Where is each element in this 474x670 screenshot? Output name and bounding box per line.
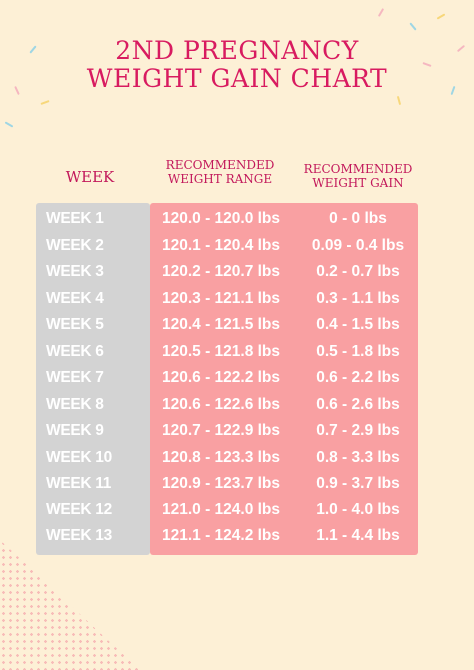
header-weight-range: RECOMMENDED WEIGHT RANGE (150, 158, 290, 186)
weight-range-cell: 120.3 - 121.1 lbs (161, 290, 281, 307)
header-weight-gain: RECOMMENDED WEIGHT GAIN (292, 162, 424, 190)
week-cell: WEEK 1 (46, 210, 104, 227)
confetti-piece (40, 100, 50, 105)
week-cell: WEEK 9 (46, 422, 104, 439)
page-title-line1: 2ND PREGNANCY (115, 36, 359, 65)
header-weight-gain-line1: RECOMMENDED (303, 162, 413, 176)
weight-gain-cell: 0 - 0 lbs (329, 210, 387, 227)
weight-gain-cell: 0.2 - 0.7 lbs (316, 263, 400, 280)
week-cell: WEEK 12 (46, 501, 112, 518)
weight-range-cell: 120.0 - 120.0 lbs (161, 210, 281, 227)
confetti-piece (409, 22, 417, 31)
header-weight-range-line1: RECOMMENDED (165, 158, 275, 172)
header-weight-gain-line2: WEIGHT GAIN (312, 176, 404, 190)
week-cell: WEEK 2 (46, 237, 104, 254)
weight-range-cell: 120.4 - 121.5 lbs (161, 316, 281, 333)
weight-range-cell: 120.7 - 122.9 lbs (161, 422, 281, 439)
weight-gain-cell: 0.3 - 1.1 lbs (316, 290, 400, 307)
week-cell: WEEK 11 (46, 475, 112, 492)
weight-range-cell: 121.1 - 124.2 lbs (161, 527, 281, 544)
week-cell: WEEK 10 (46, 449, 112, 466)
week-cell: WEEK 13 (46, 527, 112, 544)
weight-gain-cell: 1.0 - 4.0 lbs (316, 501, 400, 518)
weight-range-cell: 120.2 - 120.7 lbs (161, 263, 281, 280)
week-cell: WEEK 5 (46, 316, 104, 333)
page-title-line2: WEIGHT GAIN CHART (86, 64, 388, 93)
week-cell: WEEK 8 (46, 396, 104, 413)
header-weight-range-line2: WEIGHT RANGE (167, 172, 273, 186)
weight-gain-cell: 0.6 - 2.6 lbs (316, 396, 400, 413)
week-column-background (36, 203, 150, 555)
weight-range-cell: 120.9 - 123.7 lbs (161, 475, 281, 492)
weight-gain-cell: 0.9 - 3.7 lbs (316, 475, 400, 492)
weight-gain-cell: 0.7 - 2.9 lbs (316, 422, 400, 439)
weight-range-cell: 120.6 - 122.2 lbs (161, 369, 281, 386)
week-cell: WEEK 7 (46, 369, 104, 386)
confetti-piece (396, 95, 402, 106)
week-cell: WEEK 3 (46, 263, 104, 280)
weight-range-cell: 120.8 - 123.3 lbs (161, 449, 281, 466)
weight-gain-cell: 1.1 - 4.4 lbs (316, 527, 400, 544)
weight-range-cell: 120.6 - 122.6 lbs (161, 396, 281, 413)
weight-range-cell: 120.1 - 120.4 lbs (161, 237, 281, 254)
weight-range-cell: 121.0 - 124.0 lbs (161, 501, 281, 518)
confetti-piece (436, 13, 446, 20)
weight-gain-cell: 0.5 - 1.8 lbs (316, 343, 400, 360)
weight-gain-cell: 0.4 - 1.5 lbs (316, 316, 400, 333)
week-cell: WEEK 6 (46, 343, 104, 360)
confetti-piece (377, 8, 385, 17)
weight-range-cell: 120.5 - 121.8 lbs (161, 343, 281, 360)
weight-gain-cell: 0.8 - 3.3 lbs (316, 449, 400, 466)
week-cell: WEEK 4 (46, 290, 104, 307)
values-column-background (150, 203, 418, 555)
weight-gain-cell: 0.09 - 0.4 lbs (311, 237, 405, 254)
confetti-piece (4, 121, 14, 128)
dot-pattern-decoration (0, 540, 140, 670)
weight-gain-cell: 0.6 - 2.2 lbs (316, 369, 400, 386)
header-week: WEEK (65, 168, 115, 186)
